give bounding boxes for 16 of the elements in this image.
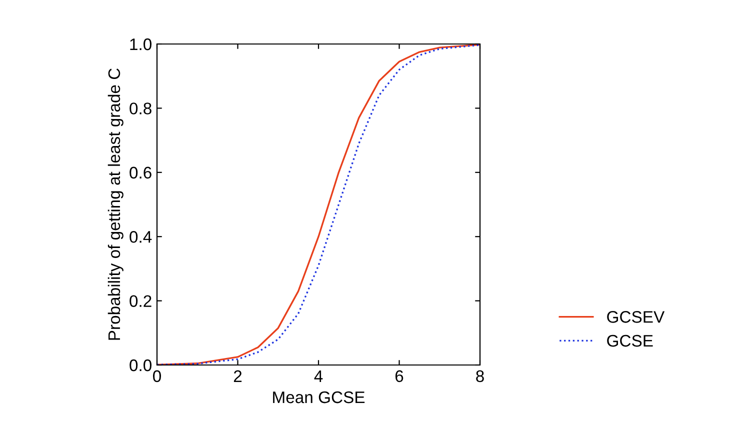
y-axis-title: Probability of getting at least grade C <box>108 68 124 340</box>
line-series <box>157 44 480 365</box>
y-tick-label: 1.0 <box>130 38 152 50</box>
y-tick-label: 0.0 <box>130 359 152 372</box>
legend-label: GCSEV <box>607 311 665 323</box>
x-tick-label: 4 <box>314 370 323 382</box>
x-tick-label: 8 <box>476 370 484 382</box>
x-tick-label: 0 <box>153 370 161 382</box>
y-tick-label: 0.8 <box>130 102 152 114</box>
x-axis-title: Mean GCSE <box>273 391 365 404</box>
y-tick-label: 0.4 <box>130 231 152 243</box>
y-tick-label: 0.2 <box>130 295 152 308</box>
x-tick-label: 2 <box>234 370 242 382</box>
y-tick-label: 0.6 <box>130 166 152 179</box>
x-tick-label: 6 <box>395 370 404 382</box>
legend-label: GCSE <box>607 334 653 347</box>
